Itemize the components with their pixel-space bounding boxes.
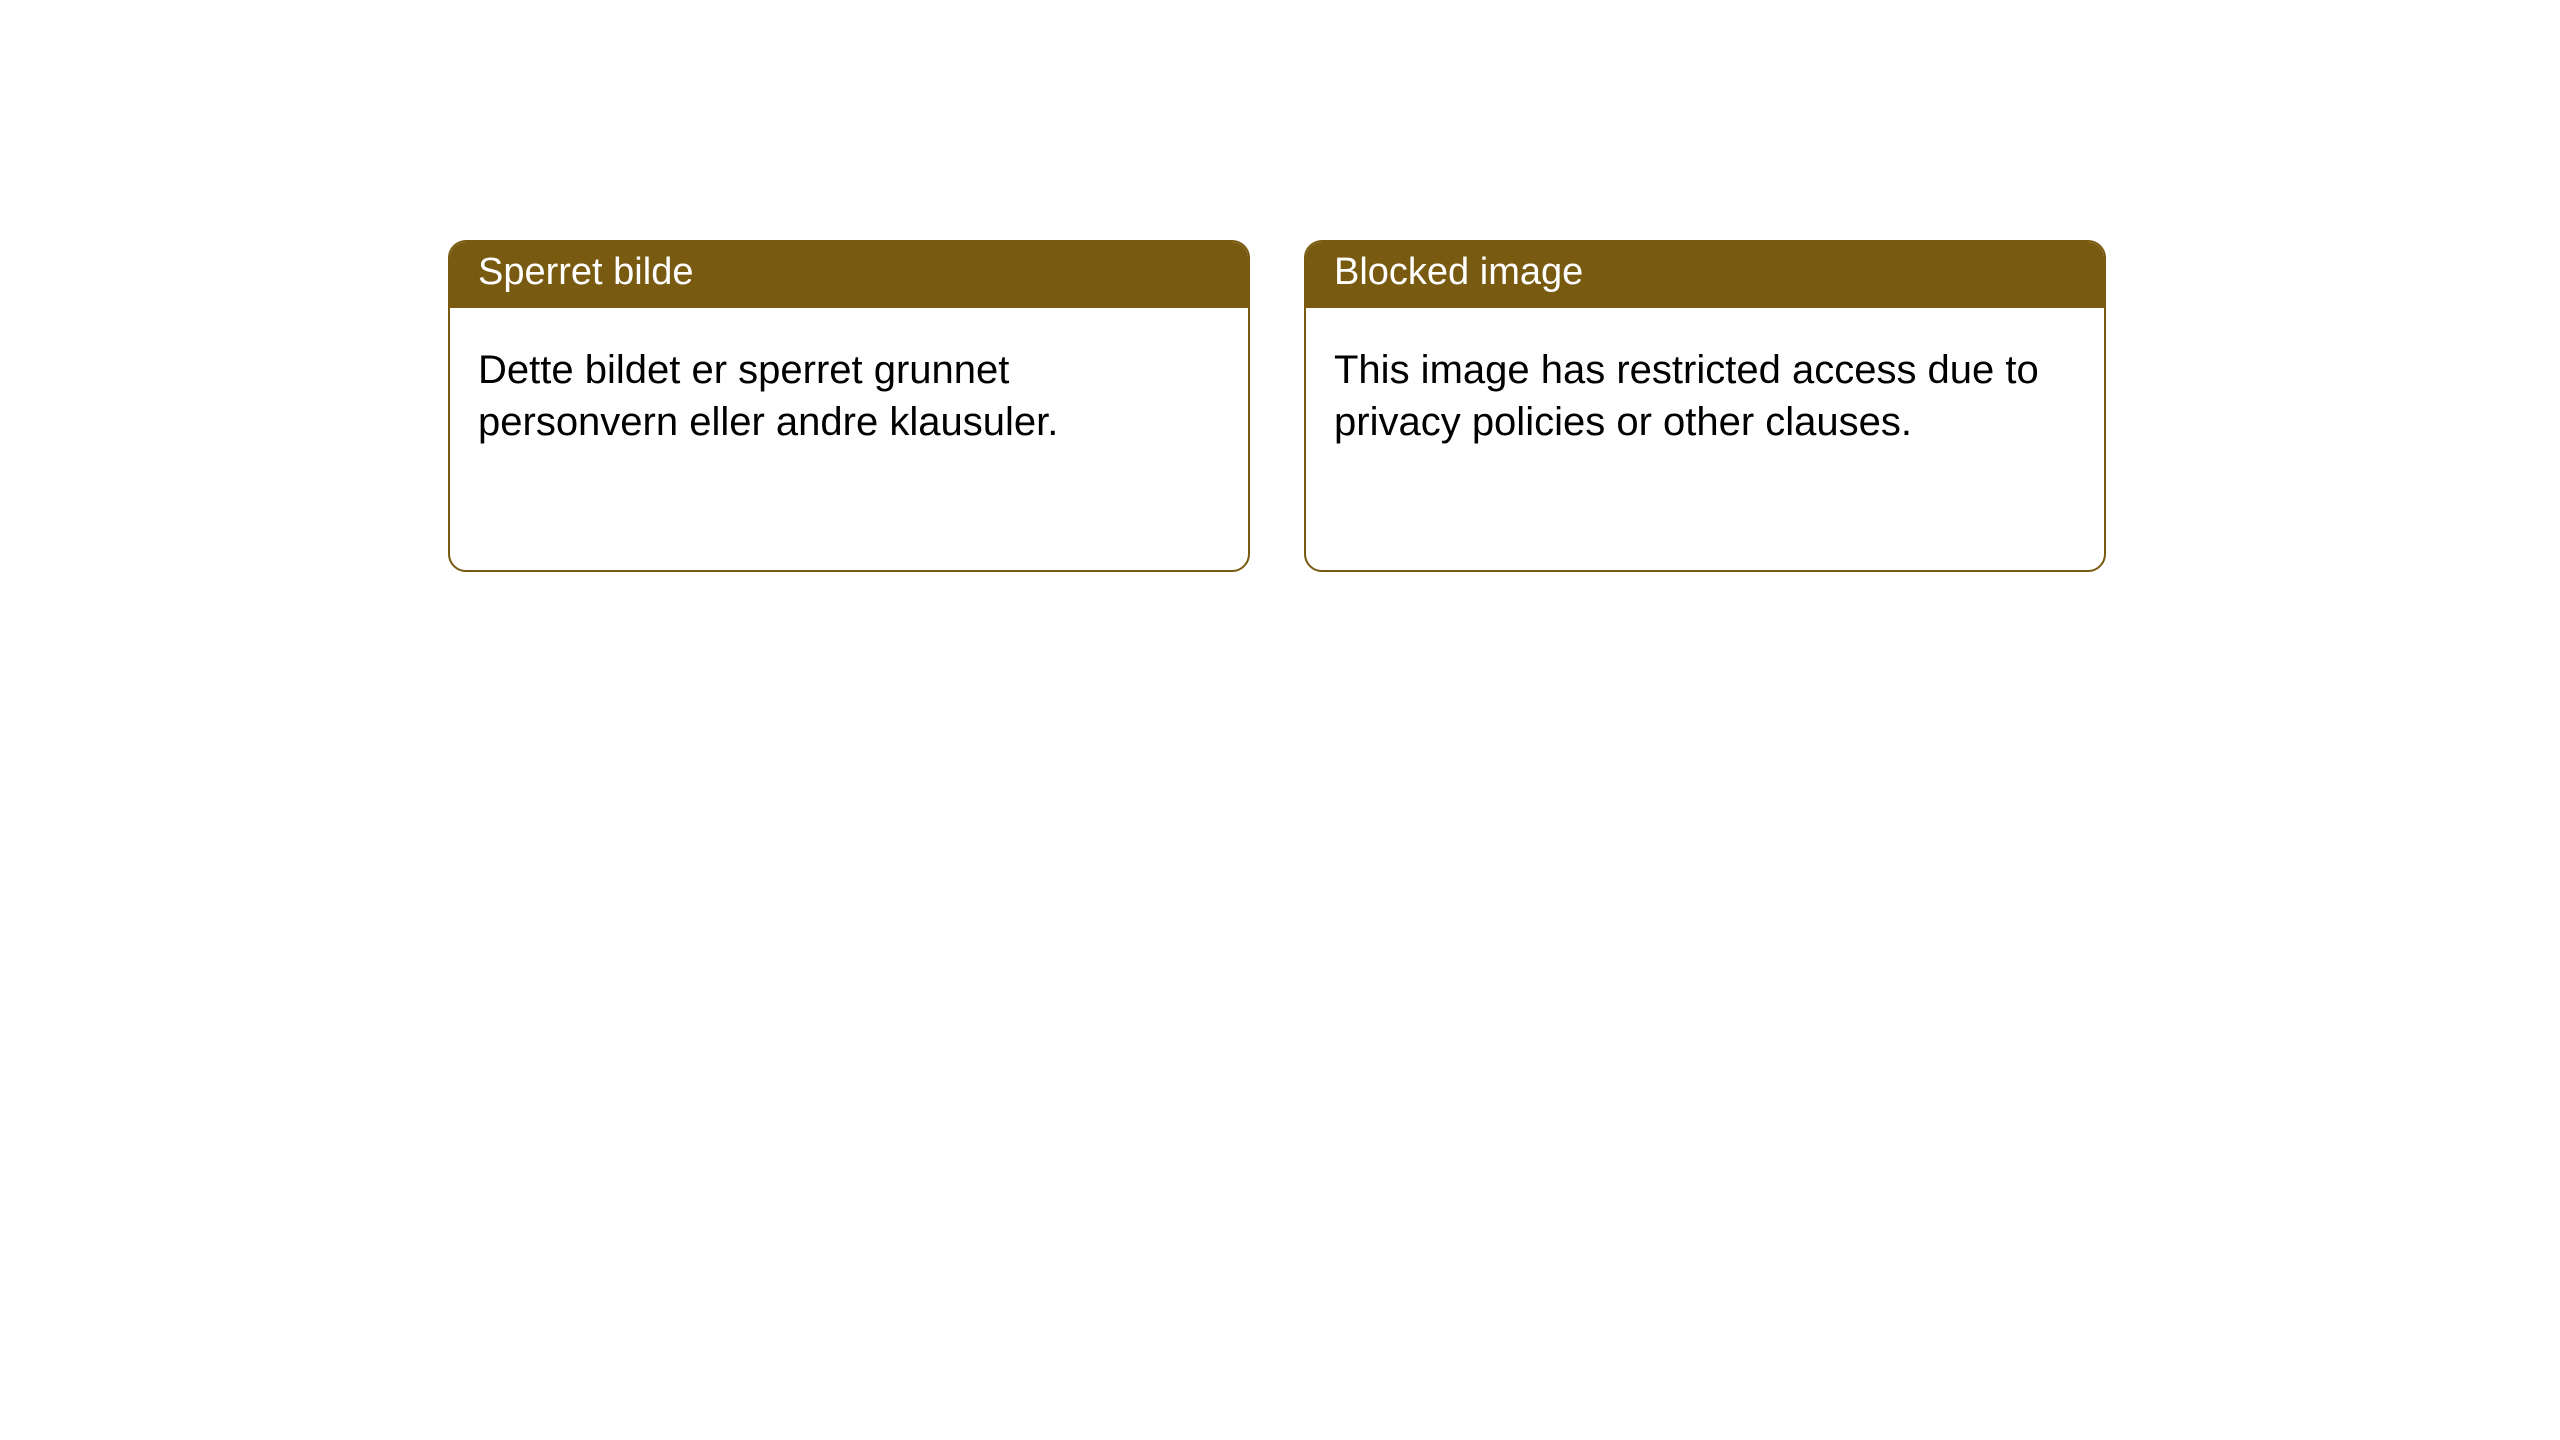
card-title: Sperret bilde xyxy=(478,251,693,293)
blocked-image-notice-english: Blocked image This image has restricted … xyxy=(1304,240,2106,572)
card-header: Blocked image xyxy=(1306,242,2104,308)
notice-cards-container: Sperret bilde Dette bildet er sperret gr… xyxy=(0,0,2560,572)
card-body: This image has restricted access due to … xyxy=(1306,308,2104,476)
card-body-text: Dette bildet er sperret grunnet personve… xyxy=(478,348,1058,444)
card-body: Dette bildet er sperret grunnet personve… xyxy=(450,308,1248,476)
blocked-image-notice-norwegian: Sperret bilde Dette bildet er sperret gr… xyxy=(448,240,1250,572)
card-header: Sperret bilde xyxy=(450,242,1248,308)
card-title: Blocked image xyxy=(1334,251,1583,293)
card-body-text: This image has restricted access due to … xyxy=(1334,348,2039,444)
